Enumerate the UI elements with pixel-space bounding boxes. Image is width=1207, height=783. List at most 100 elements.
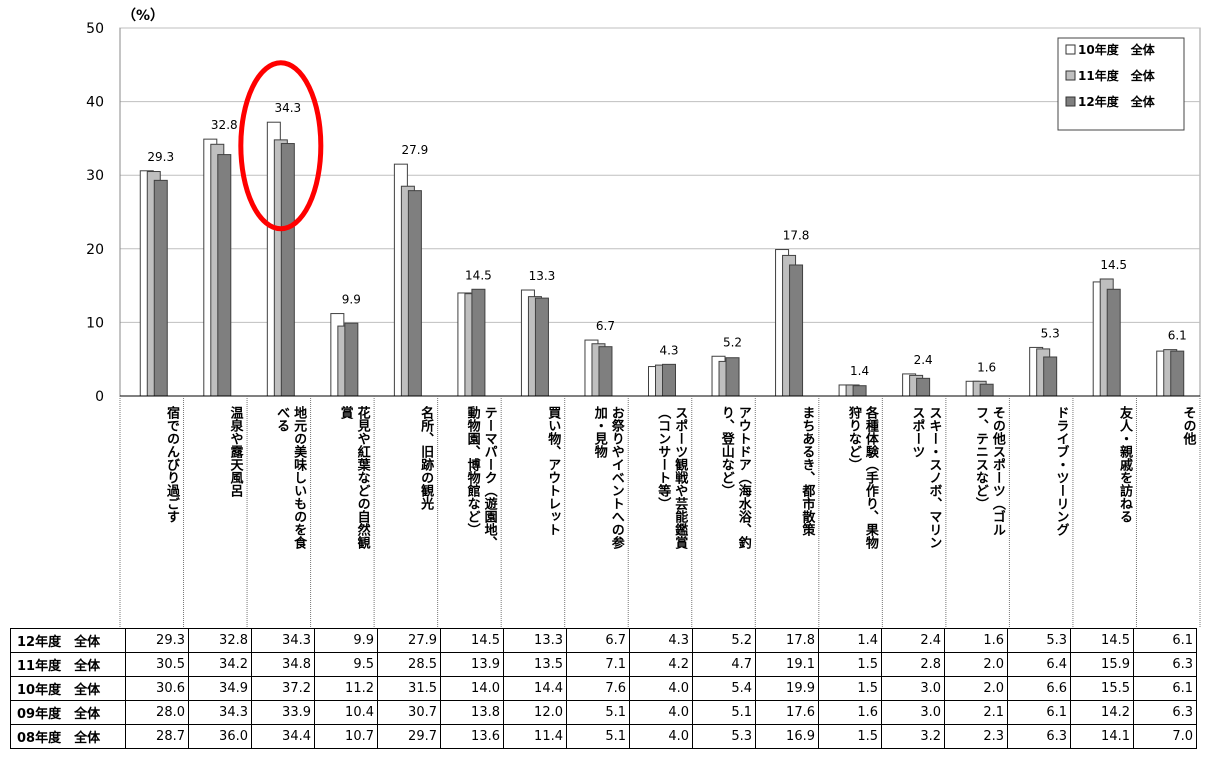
bar: [534, 297, 549, 397]
table-cell: 6.1: [1133, 676, 1197, 701]
table-cell: 2.1: [944, 700, 1008, 725]
bar: [471, 288, 486, 397]
table-cell: 3.2: [881, 724, 945, 749]
data-label: 32.8: [211, 118, 238, 132]
bar: [725, 357, 740, 397]
data-label: 13.3: [529, 269, 556, 283]
table-row-label: 08年度 全体: [10, 724, 126, 749]
table-cell: 5.3: [1007, 628, 1071, 653]
highlight-ellipse: [238, 60, 324, 232]
category-label: ドライブ・ツーリング: [1053, 406, 1069, 536]
category-label: その他スポーツ（ゴル: [990, 406, 1007, 536]
table-row-label: 10年度 全体: [10, 676, 126, 701]
table-cell: 14.5: [1070, 628, 1134, 653]
y-tick-label: 20: [86, 242, 104, 258]
category-label: （コンサート等）: [655, 406, 672, 510]
table-cell: 19.1: [755, 652, 819, 677]
table-cell: 6.3: [1133, 652, 1197, 677]
table-cell: 4.2: [629, 652, 693, 677]
category-label: その他: [1181, 406, 1198, 446]
table-cell: 2.8: [881, 652, 945, 677]
table-row-label: 09年度 全体: [10, 700, 126, 725]
category-label: まちあるき、都市散策: [799, 406, 816, 537]
table-cell: 30.7: [377, 700, 441, 725]
table-cell: 12.0: [503, 700, 567, 725]
table-cell: 6.3: [1133, 700, 1197, 725]
table-cell: 7.1: [566, 652, 630, 677]
table-cell: 3.0: [881, 676, 945, 701]
table-cell: 1.6: [818, 700, 882, 725]
table-cell: 6.1: [1007, 700, 1071, 725]
data-label: 1.4: [850, 364, 869, 378]
table-row-label: 12年度 全体: [10, 628, 126, 653]
category-label: 宿でのんびり過ごす: [164, 405, 181, 523]
category-label: 地元の美味しいものを食: [291, 405, 307, 550]
table-cell: 36.0: [188, 724, 252, 749]
table-cell: 5.1: [566, 700, 630, 725]
table-cell: 5.3: [692, 724, 756, 749]
table-cell: 34.2: [188, 652, 252, 677]
bar: [916, 377, 931, 397]
y-tick-label: 0: [95, 389, 104, 405]
legend-entry: 10年度 全体: [1078, 42, 1156, 57]
bar: [1043, 356, 1058, 397]
table-cell: 11.2: [314, 676, 378, 701]
table-cell: 4.7: [692, 652, 756, 677]
legend-box: [1057, 37, 1185, 131]
data-label: 9.9: [342, 293, 361, 307]
table-cell: 4.0: [629, 676, 693, 701]
table-cell: 17.6: [755, 700, 819, 725]
table-cell: 28.7: [125, 724, 189, 749]
table-cell: 10.4: [314, 700, 378, 725]
category-label: スポーツ観戦や芸能鑑賞: [672, 406, 689, 550]
category-label: お祭りやイベントへの参: [609, 406, 626, 550]
table-cell: 13.5: [503, 652, 567, 677]
table-cell: 1.5: [818, 676, 882, 701]
table-row: 10年度 全体 30.6 34.9 37.2 11.2 31.5 14.0 14.4 7.6 4.…: [10, 676, 1197, 701]
table-cell: 15.5: [1070, 676, 1134, 701]
table-cell: 3.0: [881, 700, 945, 725]
bar: [662, 363, 676, 397]
table-cell: 13.9: [440, 652, 504, 677]
y-unit-label: （%）: [122, 8, 164, 24]
data-label: 2.4: [914, 353, 933, 367]
table-cell: 33.9: [251, 700, 315, 725]
table-cell: 13.3: [503, 628, 567, 653]
table-cell: 4.0: [629, 724, 693, 749]
category-label: 動物園、博物館など）: [465, 405, 482, 536]
table-cell: 5.4: [692, 676, 756, 701]
table-cell: 1.5: [818, 724, 882, 749]
table-row-label: 11年度 全体: [10, 652, 126, 677]
table-cell: 27.9: [377, 628, 441, 653]
table-cell: 7.6: [566, 676, 630, 701]
legend-entry: 12年度 全体: [1078, 94, 1156, 109]
category-label: 花見や紅葉などの自然観: [355, 405, 372, 550]
table-cell: 6.3: [1007, 724, 1071, 749]
table-cell: 9.9: [314, 628, 378, 653]
bar: [280, 143, 295, 397]
bar-chart: 0 10 20 30 40 50 （%） 29.3 32.8 34.3 9.9 27.9 14.5 13.…: [86, 8, 1201, 628]
table-cell: 34.8: [251, 652, 315, 677]
bar: [1106, 288, 1121, 397]
table-cell: 1.5: [818, 652, 882, 677]
table-cell: 9.5: [314, 652, 378, 677]
category-label: テーマパーク（遊園地、: [482, 406, 499, 549]
data-label: 5.3: [1041, 326, 1060, 340]
bar: [598, 346, 613, 397]
bar: [789, 264, 804, 397]
table-cell: 28.5: [377, 652, 441, 677]
table-cell: 14.5: [440, 628, 504, 653]
category-label: スキー・スノボ、マリン: [926, 406, 942, 549]
table-cell: 2.3: [944, 724, 1008, 749]
table-cell: 14.4: [503, 676, 567, 701]
category-label: フ、テニスなど）: [973, 406, 990, 510]
table-cell: 5.1: [692, 700, 756, 725]
data-label: 14.5: [1100, 258, 1127, 272]
table-cell: 34.3: [251, 628, 315, 653]
category-label: 名所、旧跡の観光: [418, 405, 435, 511]
bar: [407, 190, 422, 397]
data-label: 17.8: [783, 229, 810, 243]
y-tick-label: 40: [86, 95, 104, 111]
legend-swatch: [1065, 70, 1076, 81]
category-label: 友人・親戚を訪ねる: [1117, 405, 1133, 523]
